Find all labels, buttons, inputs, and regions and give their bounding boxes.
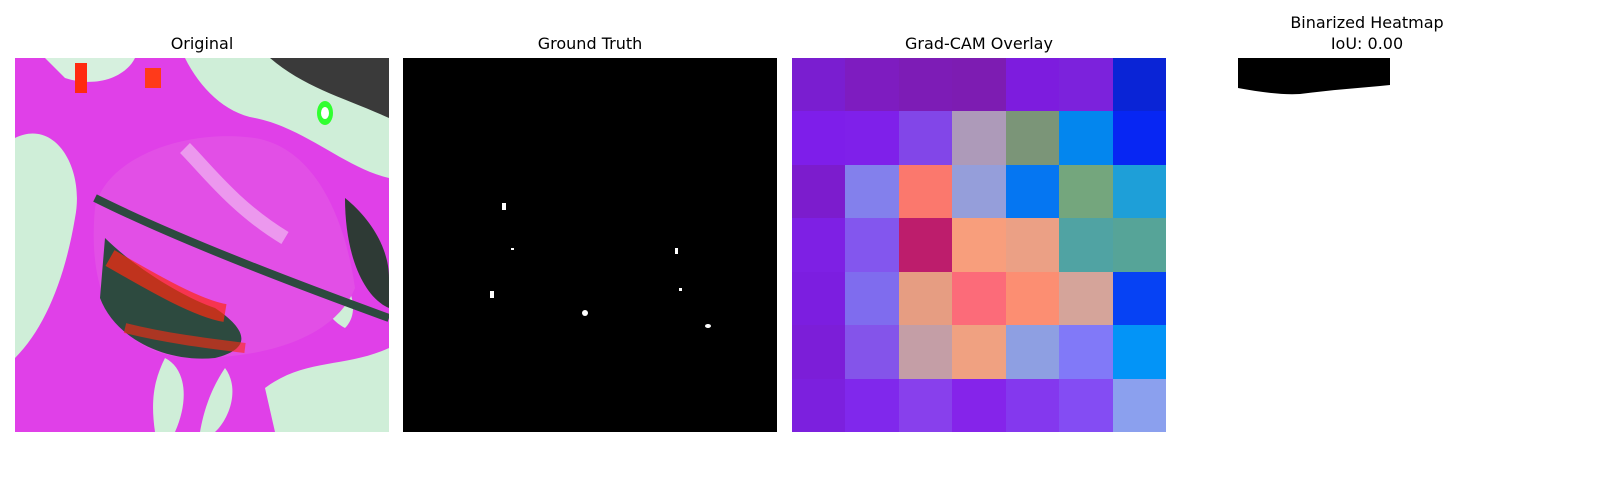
gradcam-cell [952,325,1006,379]
ground-truth-title: Ground Truth [537,34,643,53]
gradcam-cell [845,271,899,326]
gradcam-cell [952,58,1006,112]
gradcam-cell [952,164,1006,219]
gradcam-cell [1059,111,1113,165]
gradcam-cell [898,378,953,432]
gradcam-cell [792,58,846,112]
gradcam-cell [1059,58,1113,112]
gradcam-cell [952,378,1006,432]
gradcam-cell [845,111,899,165]
gradcam-cell [845,325,899,379]
gradcam-cell [792,111,846,165]
gradcam-cell [1112,378,1166,432]
gradcam-cell [952,111,1006,165]
gradcam-cell [1005,164,1060,219]
gradcam-cell [898,111,953,165]
gradcam-cell [792,325,846,379]
gradcam-cell [898,218,953,272]
gradcam-cell [1005,325,1060,379]
gradcam-cell [1112,164,1166,219]
iou-label: IoU: 0.00 [1330,34,1404,53]
gradcam-cell [1005,218,1060,272]
gradcam-cell [952,218,1006,272]
gradcam-cell [898,271,953,326]
gradcam-cell [1112,58,1166,112]
binarized-title: Binarized Heatmap [1290,13,1444,32]
gradcam-cell [898,164,953,219]
gradcam-cell [1005,111,1060,165]
gradcam-cell [1005,378,1060,432]
gradcam-cell [845,378,899,432]
gradcam-cell [952,271,1006,326]
original-title: Original [170,34,234,53]
gradcam-cell [898,58,953,112]
gradcam-cell [845,164,899,219]
gradcam-grid [792,58,1166,432]
gradcam-cell [1059,271,1113,326]
gradcam-cell [1005,271,1060,326]
gradcam-cell [1059,218,1113,272]
gradcam-cell [792,218,846,272]
gradcam-cell [792,378,846,432]
ground-truth-mask [403,58,777,432]
gradcam-cell [898,325,953,379]
original-image [15,58,389,432]
gradcam-cell [1059,325,1113,379]
gradcam-cell [1112,271,1166,326]
gradcam-cell [792,271,846,326]
gradcam-overlay [792,58,1166,432]
gradcam-title: Grad-CAM Overlay [905,34,1053,53]
gradcam-cell [845,58,899,112]
gradcam-cell [1112,325,1166,379]
gradcam-cell [845,218,899,272]
gradcam-cell [792,164,846,219]
binarized-heatmap [1180,58,1554,118]
gradcam-cell [1059,164,1113,219]
gradcam-cell [1112,218,1166,272]
gradcam-cell [1112,111,1166,165]
gradcam-cell [1059,378,1113,432]
gradcam-cell [1005,58,1060,112]
